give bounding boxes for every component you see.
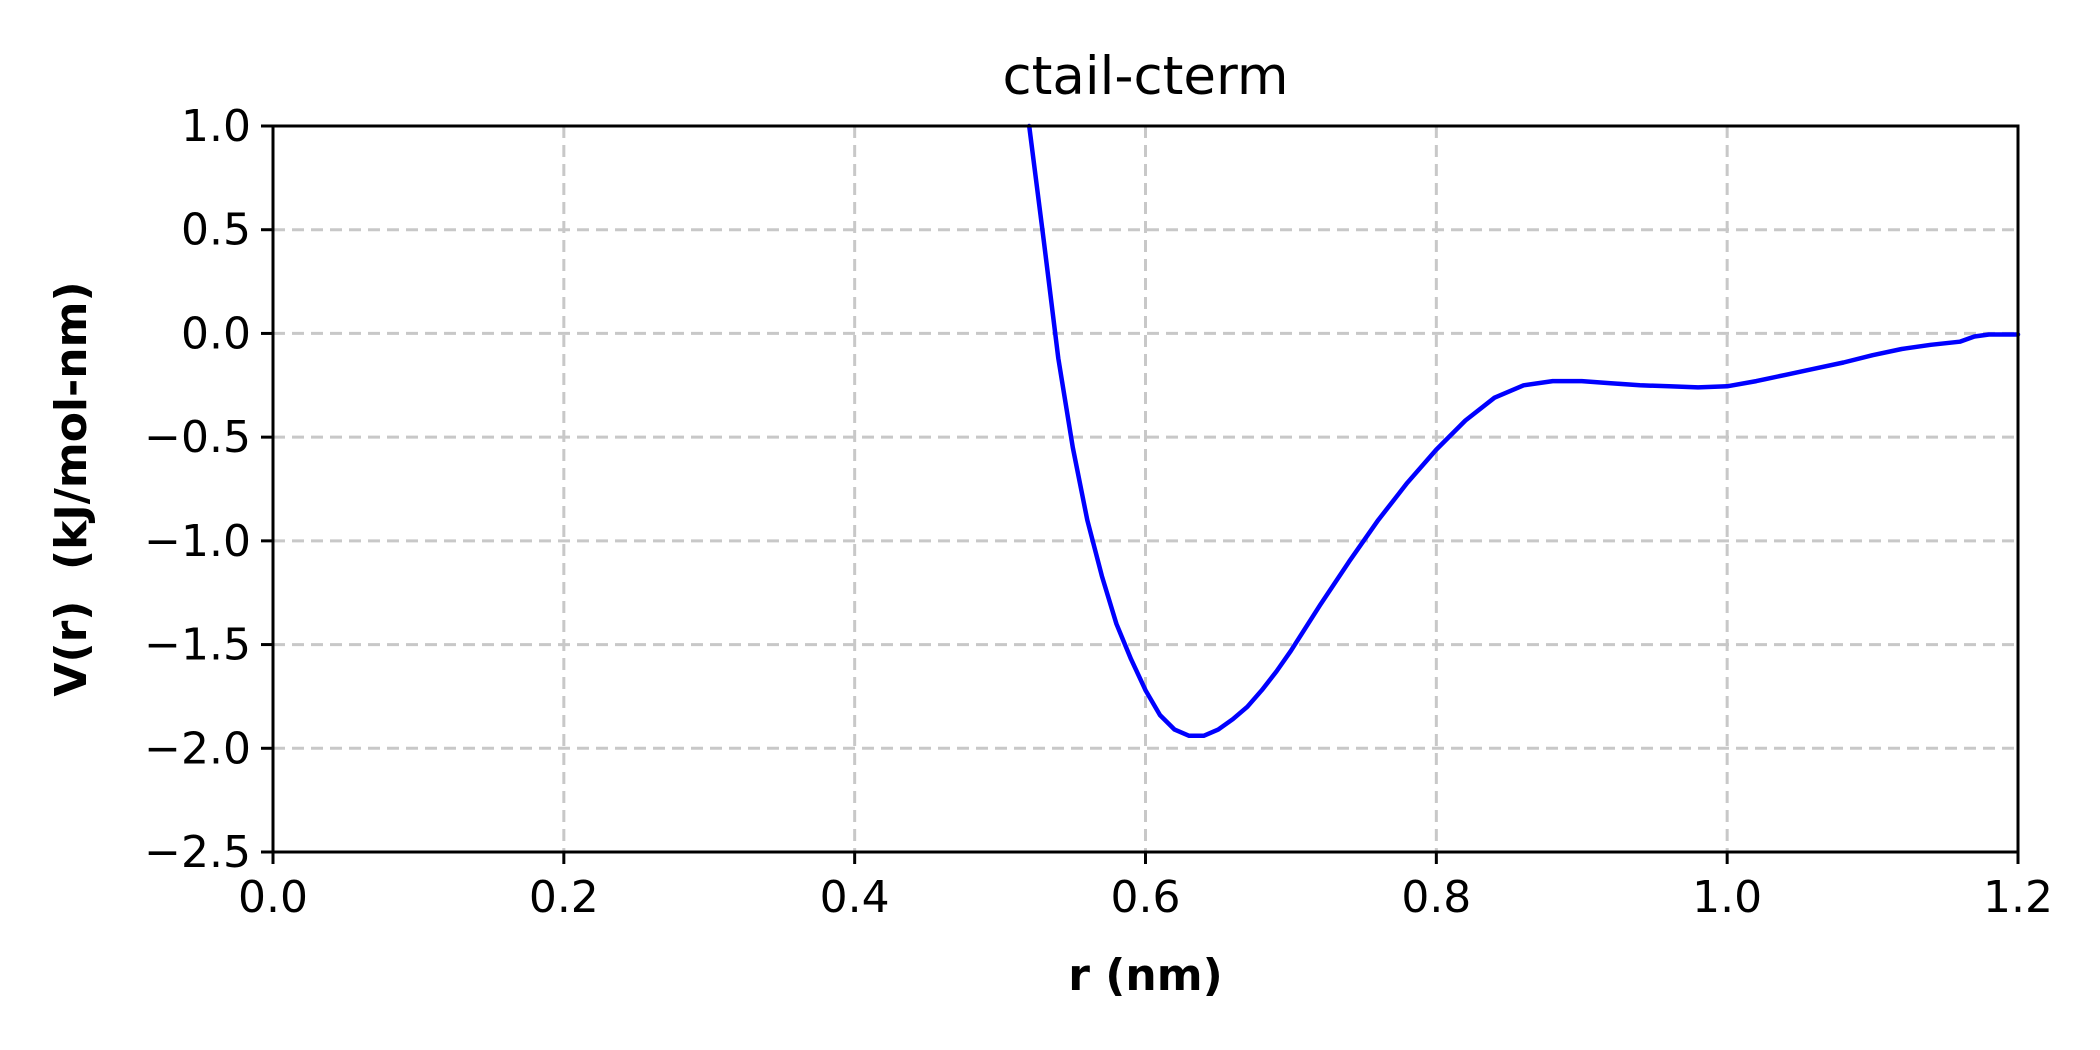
grid (273, 126, 2018, 852)
chart-title: ctail-cterm (1003, 46, 1289, 107)
series-layer (1026, 123, 2021, 739)
y-tick-label: 0.5 (181, 205, 251, 256)
y-tick-label: −1.5 (144, 620, 251, 671)
x-tick-label: 1.0 (1692, 872, 1762, 923)
x-axis-label: r (nm) (1068, 950, 1222, 1001)
x-tick-label: 0.8 (1401, 872, 1471, 923)
y-axis-label: V(r) (kJ/mol-nm) (46, 281, 97, 696)
x-tick-label: 0.2 (529, 872, 599, 923)
x-tick-label: 0.4 (820, 872, 890, 923)
y-tick-label: −2.0 (144, 723, 251, 774)
y-tick-label: −2.5 (144, 827, 251, 878)
x-tick-label: 1.2 (1983, 872, 2053, 923)
series-line (1026, 123, 2021, 739)
x-tick-label: 0.6 (1111, 872, 1181, 923)
x-tick-label: 0.0 (238, 872, 308, 923)
y-tick-label: 0.0 (181, 308, 251, 359)
y-tick-label: −0.5 (144, 412, 251, 463)
y-tick-label: −1.0 (144, 516, 251, 567)
y-tick-label: 1.0 (181, 101, 251, 152)
ticks: 0.0 0.2 0.4 0.6 0.8 1.0 1.2 1.0 0.5 0.0 −0.5 −1.0 −1… (144, 101, 2053, 923)
